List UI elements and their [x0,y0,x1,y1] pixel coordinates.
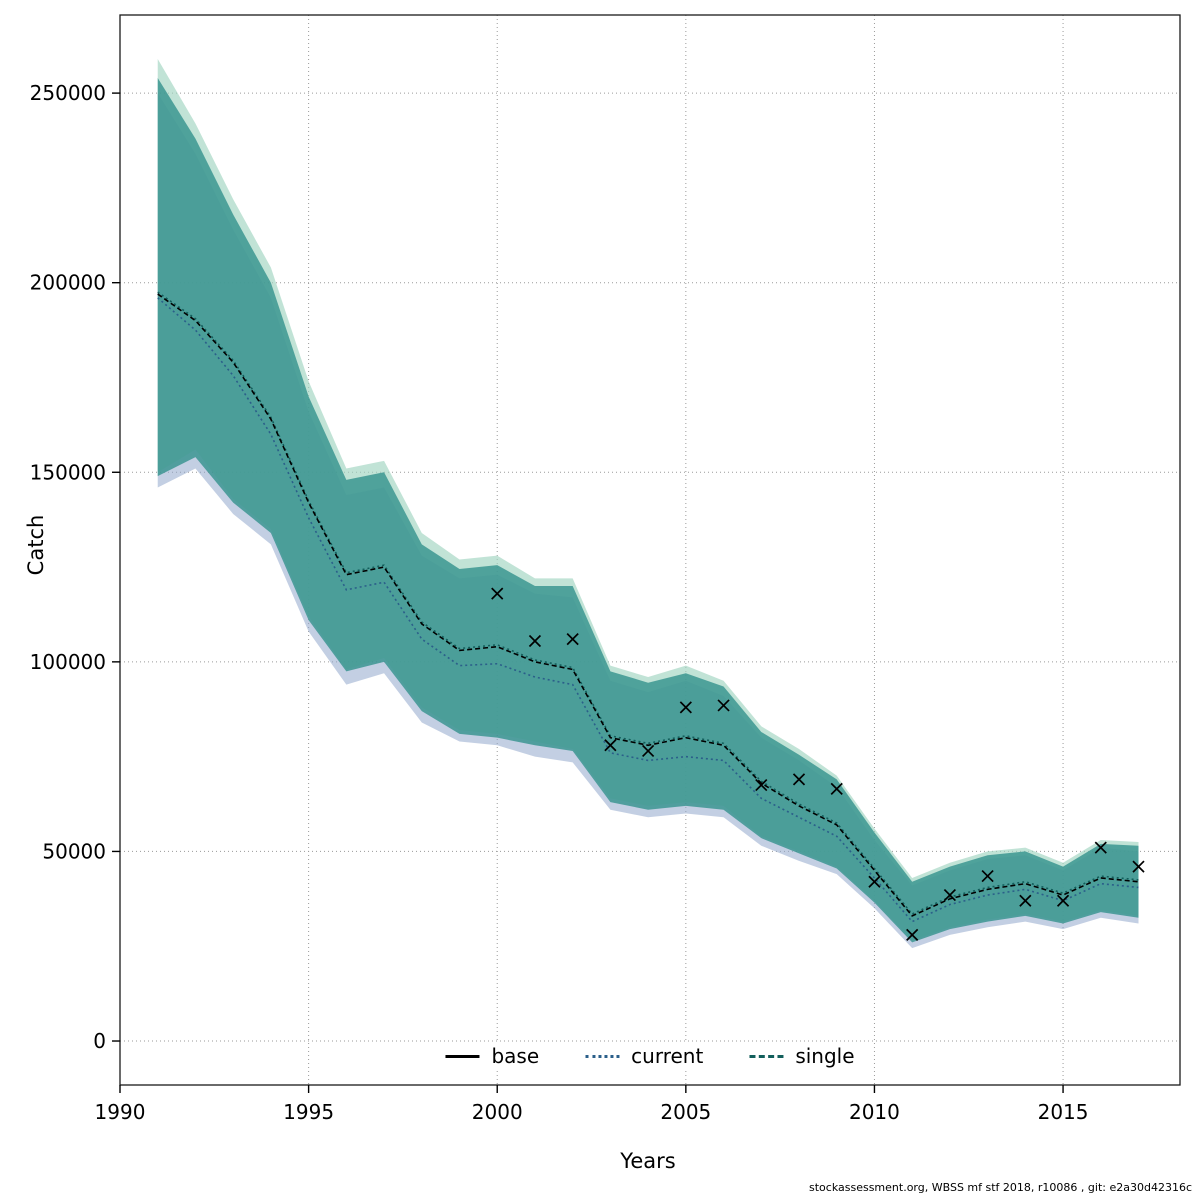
x-axis-label: Years [620,1149,676,1173]
svg-text:2010: 2010 [849,1100,900,1124]
legend-label-current: current [631,1044,704,1068]
svg-text:50000: 50000 [42,839,106,863]
current-line-sample-icon [585,1054,620,1058]
legend: base current single [435,1042,865,1070]
svg-text:1990: 1990 [95,1100,146,1124]
svg-text:1995: 1995 [283,1100,334,1124]
single-line-sample-icon [749,1054,784,1058]
svg-text:0: 0 [93,1029,106,1053]
legend-item-current: current [585,1044,703,1068]
legend-label-base: base [491,1044,540,1068]
legend-item-single: single [749,1044,855,1068]
svg-text:2000: 2000 [472,1100,523,1124]
base-line-sample-icon [445,1054,480,1058]
svg-text:150000: 150000 [30,460,106,484]
footer-attribution: stockassessment.org, WBSS mf stf 2018, r… [809,1181,1192,1194]
legend-item-base: base [445,1044,539,1068]
svg-text:2005: 2005 [660,1100,711,1124]
svg-text:250000: 250000 [30,81,106,105]
y-axis-label: Catch [24,514,48,576]
legend-label-single: single [795,1044,855,1068]
svg-text:200000: 200000 [30,271,106,295]
svg-text:100000: 100000 [30,650,106,674]
svg-text:2015: 2015 [1038,1100,1089,1124]
